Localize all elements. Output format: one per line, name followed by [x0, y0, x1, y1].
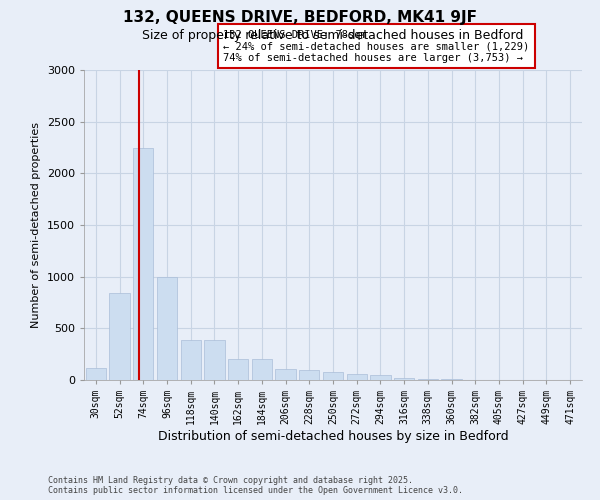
- X-axis label: Distribution of semi-detached houses by size in Bedford: Distribution of semi-detached houses by …: [158, 430, 508, 443]
- Bar: [370, 376, 391, 380]
- Bar: [394, 378, 414, 380]
- Bar: [133, 148, 154, 380]
- Bar: [418, 379, 438, 380]
- Bar: [205, 340, 224, 380]
- Bar: [228, 360, 248, 380]
- Y-axis label: Number of semi-detached properties: Number of semi-detached properties: [31, 122, 41, 328]
- Bar: [109, 293, 130, 380]
- Bar: [86, 368, 106, 380]
- Bar: [157, 276, 177, 380]
- Text: 132, QUEENS DRIVE, BEDFORD, MK41 9JF: 132, QUEENS DRIVE, BEDFORD, MK41 9JF: [123, 10, 477, 25]
- Text: Contains HM Land Registry data © Crown copyright and database right 2025.
Contai: Contains HM Land Registry data © Crown c…: [48, 476, 463, 495]
- Bar: [323, 372, 343, 380]
- Bar: [299, 370, 319, 380]
- Text: 132 QUEENS DRIVE: 78sqm
← 24% of semi-detached houses are smaller (1,229)
74% of: 132 QUEENS DRIVE: 78sqm ← 24% of semi-de…: [223, 30, 530, 63]
- Title: Size of property relative to semi-detached houses in Bedford: Size of property relative to semi-detach…: [142, 30, 524, 43]
- Bar: [252, 360, 272, 380]
- Bar: [275, 368, 296, 380]
- Bar: [347, 374, 367, 380]
- Bar: [181, 340, 201, 380]
